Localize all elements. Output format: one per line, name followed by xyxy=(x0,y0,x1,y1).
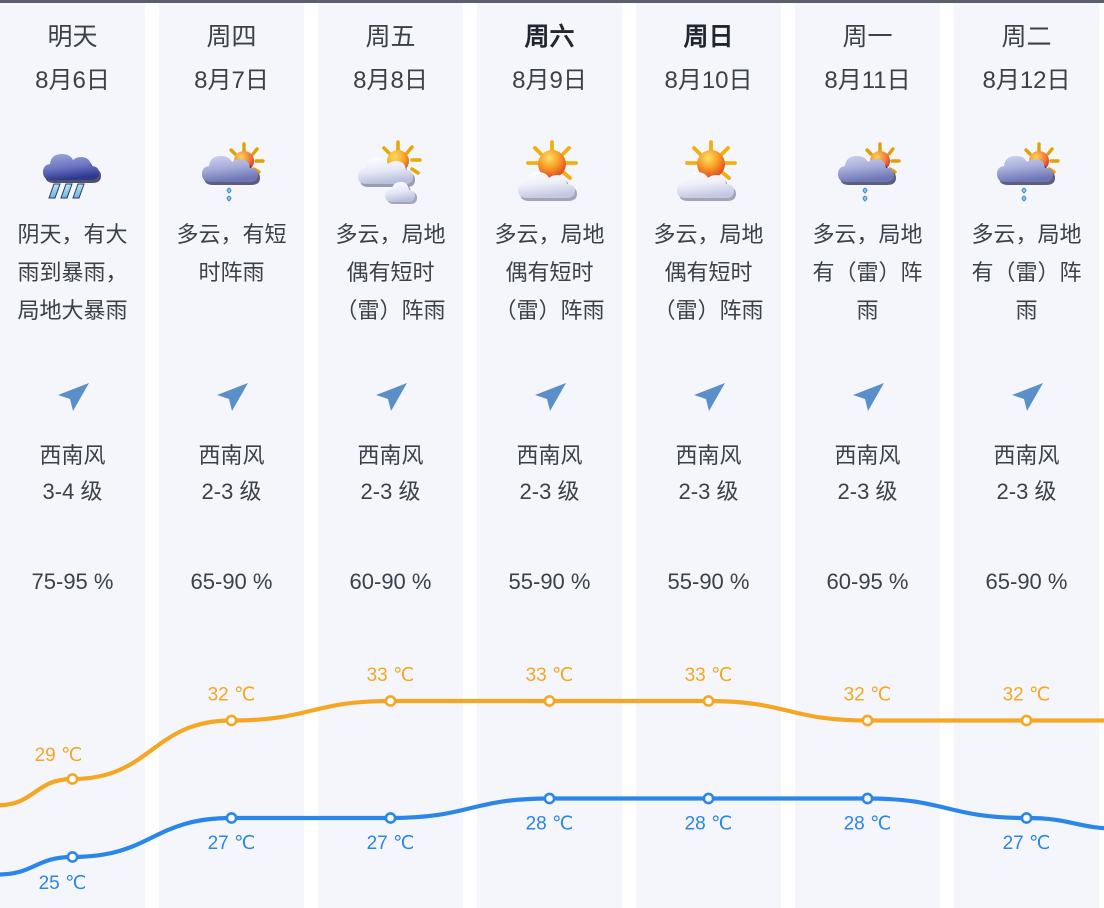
wind-direction-arrow-icon xyxy=(847,380,889,414)
weather-description: 多云，局地偶有短时（雷）阵雨 xyxy=(335,222,446,323)
day-date-label: 8月6日 xyxy=(35,67,110,94)
weather-description: 多云，局地偶有短时（雷）阵雨 xyxy=(494,222,605,323)
day-date-label: 8月9日 xyxy=(512,67,587,94)
day-column-inner: 周一 8月11日多云，局地有（雷）阵雨西南风 2-3 级 60-95 % xyxy=(795,0,940,908)
wind-force-label: 2-3 级 xyxy=(201,479,262,504)
weather-description: 多云，局地有（雷）阵雨 xyxy=(812,222,923,323)
top-divider xyxy=(0,0,1104,3)
cloudy-sun-shower-icon xyxy=(825,140,911,206)
humidity-label: 60-95 % xyxy=(826,569,909,594)
partly-cloudy-icon xyxy=(348,140,434,206)
day-name-label: 周二 xyxy=(1001,23,1052,51)
weather-description: 多云，局地有（雷）阵雨 xyxy=(971,222,1082,323)
day-date-label: 8月7日 xyxy=(194,67,269,94)
day-name-label: 周日 xyxy=(683,23,734,51)
day-name-label: 明天 xyxy=(47,23,98,51)
wind-force-label: 2-3 级 xyxy=(360,479,421,504)
wind-direction-label: 西南风 xyxy=(516,443,583,468)
humidity-label: 55-90 % xyxy=(667,569,750,594)
humidity-label: 65-90 % xyxy=(190,569,273,594)
wind-force-label: 3-4 级 xyxy=(42,479,103,504)
day-date-label: 8月12日 xyxy=(982,67,1071,94)
wind-direction-arrow-icon xyxy=(529,380,571,414)
wind-direction-arrow-icon xyxy=(688,380,730,414)
day-column[interactable]: 明天 8月6日阴天，有大雨到暴雨，局地大暴雨西南风 3-4 级 75-95 % xyxy=(0,0,145,908)
humidity-label: 55-90 % xyxy=(508,569,591,594)
day-column[interactable]: 周一 8月11日多云，局地有（雷）阵雨西南风 2-3 级 60-95 % xyxy=(795,0,940,908)
wind-direction-arrow-icon xyxy=(211,380,253,414)
day-column-inner: 周五 8月8日多云，局地偶有短时（雷）阵雨西南风 2-3 级 60-90 % xyxy=(318,0,463,908)
humidity-label: 60-90 % xyxy=(349,569,432,594)
day-column[interactable]: 周日 8月10日多云，局地偶有短时（雷）阵雨西南风 2-3 级 55-90 % xyxy=(636,0,781,908)
heavy-rain-icon xyxy=(30,140,116,206)
weather-description: 多云，局地偶有短时（雷）阵雨 xyxy=(653,222,764,323)
wind-force-label: 2-3 级 xyxy=(996,479,1057,504)
cloudy-sun-shower-icon xyxy=(984,140,1070,206)
day-column-inner: 周日 8月10日多云，局地偶有短时（雷）阵雨西南风 2-3 级 55-90 % xyxy=(636,0,781,908)
weather-description: 阴天，有大雨到暴雨，局地大暴雨 xyxy=(17,222,128,323)
sun-behind-cloud-icon xyxy=(666,140,752,206)
day-name-label: 周一 xyxy=(842,23,893,51)
day-column-inner: 周六 8月9日多云，局地偶有短时（雷）阵雨西南风 2-3 级 55-90 % xyxy=(477,0,622,908)
cloudy-sun-shower-icon xyxy=(189,140,275,206)
day-column-inner: 周二 8月12日多云，局地有（雷）阵雨西南风 2-3 级 65-90 % xyxy=(954,0,1099,908)
day-name-label: 周六 xyxy=(524,23,575,51)
day-date-label: 8月10日 xyxy=(664,67,753,94)
wind-direction-label: 西南风 xyxy=(834,443,901,468)
wind-direction-label: 西南风 xyxy=(357,443,424,468)
day-date-label: 8月8日 xyxy=(353,67,428,94)
sun-behind-cloud-icon xyxy=(507,140,593,206)
wind-force-label: 2-3 级 xyxy=(678,479,739,504)
day-column-inner: 明天 8月6日阴天，有大雨到暴雨，局地大暴雨西南风 3-4 级 75-95 % xyxy=(0,0,145,908)
day-name-label: 周五 xyxy=(365,23,416,51)
wind-direction-label: 西南风 xyxy=(198,443,265,468)
wind-direction-arrow-icon xyxy=(370,380,412,414)
day-date-label: 8月11日 xyxy=(824,67,911,94)
day-column[interactable]: 周二 8月12日多云，局地有（雷）阵雨西南风 2-3 级 65-90 % xyxy=(954,0,1099,908)
wind-force-label: 2-3 级 xyxy=(837,479,898,504)
wind-direction-arrow-icon xyxy=(52,380,94,414)
wind-direction-label: 西南风 xyxy=(993,443,1060,468)
day-column[interactable]: 周五 8月8日多云，局地偶有短时（雷）阵雨西南风 2-3 级 60-90 % xyxy=(318,0,463,908)
wind-force-label: 2-3 级 xyxy=(519,479,580,504)
day-column[interactable]: 周六 8月9日多云，局地偶有短时（雷）阵雨西南风 2-3 级 55-90 % xyxy=(477,0,622,908)
humidity-label: 65-90 % xyxy=(985,569,1068,594)
wind-direction-label: 西南风 xyxy=(675,443,742,468)
weather-description: 多云，有短时阵雨 xyxy=(176,222,287,285)
wind-direction-label: 西南风 xyxy=(39,443,106,468)
day-column[interactable]: 周四 8月7日多云，有短时阵雨西南风 2-3 级 65-90 % xyxy=(159,0,304,908)
day-column-inner: 周四 8月7日多云，有短时阵雨西南风 2-3 级 65-90 % xyxy=(159,0,304,908)
day-name-label: 周四 xyxy=(206,23,257,51)
humidity-label: 75-95 % xyxy=(31,569,114,594)
wind-direction-arrow-icon xyxy=(1006,380,1048,414)
